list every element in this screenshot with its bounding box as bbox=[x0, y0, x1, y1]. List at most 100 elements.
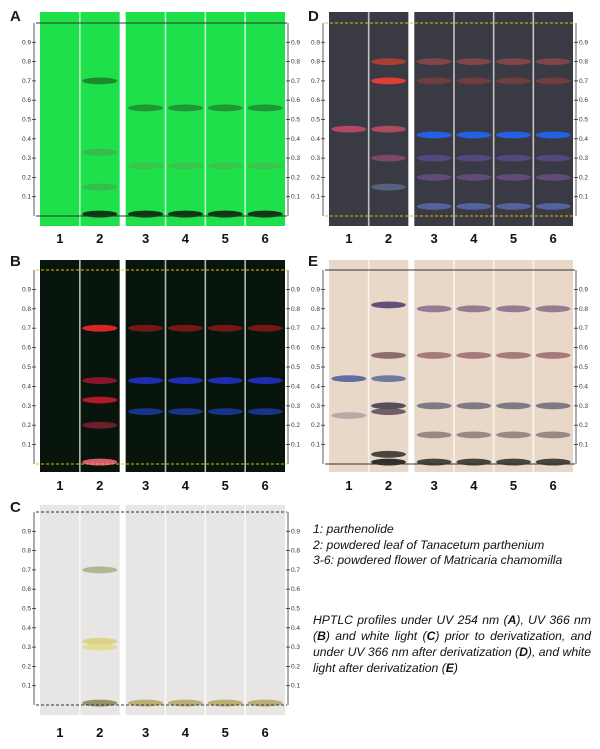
band-lane-3 bbox=[128, 324, 164, 332]
scale-tick-label: 0.5 bbox=[291, 606, 300, 613]
band-lane-2 bbox=[371, 375, 406, 383]
band-lane-4 bbox=[456, 154, 492, 162]
lane-label-6: 6 bbox=[261, 725, 268, 740]
caption-text: ) bbox=[453, 661, 458, 675]
scale-tick-label: 0.1 bbox=[22, 683, 31, 690]
scale-tick-label: 0.8 bbox=[311, 59, 320, 66]
band-lane-5 bbox=[496, 154, 531, 162]
scale-tick-label: 0.9 bbox=[291, 39, 300, 46]
band-lane-2 bbox=[82, 77, 118, 85]
band-lane-5 bbox=[207, 408, 243, 416]
scale-tick-label: 0.2 bbox=[291, 174, 300, 181]
band-lane-1 bbox=[331, 375, 367, 383]
band-lane-3 bbox=[416, 305, 452, 313]
band-lane-5 bbox=[207, 377, 243, 384]
lane-label-3: 3 bbox=[142, 725, 149, 740]
lane-labels: 1 2 3 4 5 6 bbox=[56, 725, 268, 740]
band-lane-4 bbox=[167, 324, 203, 332]
lane-label-6: 6 bbox=[550, 478, 557, 493]
scale-tick-label: 0.5 bbox=[22, 364, 31, 371]
band-lane-2 bbox=[82, 324, 118, 332]
caption-ref-a: A bbox=[507, 613, 517, 627]
scale-tick-label: 0.4 bbox=[579, 383, 588, 390]
scale-tick-label: 0.7 bbox=[291, 78, 300, 85]
band-lane-4 bbox=[456, 431, 492, 439]
rf-scale-right: 0.1 0.2 0.3 0.4 0.5 0.6 0.7 0.8 0.9 bbox=[286, 270, 300, 464]
band-lane-5 bbox=[496, 174, 531, 181]
caption-ref-c: C bbox=[426, 629, 436, 643]
band-lane-3 bbox=[416, 174, 452, 181]
lane-label-5: 5 bbox=[222, 231, 229, 246]
lane-label-5: 5 bbox=[510, 478, 517, 493]
rf-scale-right: 0.1 0.2 0.3 0.4 0.5 0.6 0.7 0.8 0.9 bbox=[286, 23, 300, 216]
band-lane-2 bbox=[82, 183, 118, 191]
lane-label-1: 1 bbox=[56, 478, 63, 493]
lane-label-2: 2 bbox=[96, 725, 103, 740]
plate-d: 0.10.20.30.40.50.60.70.80.90.10.20.30.40… bbox=[311, 12, 588, 246]
lane-label-4: 4 bbox=[470, 478, 478, 493]
scale-tick-label: 0.3 bbox=[22, 644, 31, 651]
scale-tick-label: 0.6 bbox=[311, 97, 320, 104]
band-lane-6 bbox=[535, 77, 571, 85]
scale-tick-label: 0.4 bbox=[291, 625, 300, 632]
scale-tick-label: 0.4 bbox=[311, 383, 320, 390]
scale-tick-label: 0.2 bbox=[291, 422, 300, 429]
band-lane-1 bbox=[331, 412, 367, 419]
band-lane-4 bbox=[456, 351, 492, 359]
scale-tick-label: 0.1 bbox=[579, 194, 588, 201]
lane-labels: 1 2 3 4 5 6 bbox=[56, 231, 268, 246]
lane-label-6: 6 bbox=[550, 231, 557, 246]
scale-tick-label: 0.2 bbox=[311, 174, 320, 181]
band-lane-3 bbox=[416, 154, 452, 162]
scale-tick-label: 0.9 bbox=[22, 528, 31, 535]
scale-tick-label: 0.8 bbox=[291, 306, 300, 313]
lane-label-2: 2 bbox=[96, 478, 103, 493]
panel-d: D 0.1 0.2 0.3 0.4 0.5 0.6 0.7 0.8 0.9 0.1 0.2 0.3 0.… bbox=[300, 0, 600, 250]
lane-label-2: 2 bbox=[385, 478, 392, 493]
band-lane-5 bbox=[207, 162, 243, 170]
scale-tick-label: 0.3 bbox=[291, 403, 300, 410]
caption-text: ), UV 366 nm ( bbox=[313, 613, 591, 643]
bands bbox=[331, 301, 571, 466]
caption-ref-d: D bbox=[519, 645, 528, 659]
legend-lane-1: 1: parthenolide bbox=[313, 522, 394, 536]
scale-tick-label: 0.1 bbox=[22, 194, 31, 201]
band-lane-2 bbox=[82, 148, 118, 156]
rf-scale-right: 0.1 0.2 0.3 0.4 0.5 0.6 0.7 0.8 0.9 bbox=[286, 512, 300, 705]
panel-letter-e: E bbox=[308, 253, 319, 270]
band-lane-6 bbox=[535, 174, 571, 181]
scale-tick-label: 0.5 bbox=[22, 117, 31, 124]
plate-e: 0.10.20.30.40.50.60.70.80.90.10.20.30.40… bbox=[311, 260, 588, 493]
scale-tick-label: 0.6 bbox=[22, 586, 31, 593]
scale-tick-label: 0.3 bbox=[311, 155, 320, 162]
plate-background bbox=[329, 12, 573, 226]
band-lane-2 bbox=[371, 183, 406, 191]
band-lane-3 bbox=[416, 351, 452, 359]
band-lane-2 bbox=[371, 301, 406, 309]
lane-legend: 1: parthenolide 2: powdered leaf of Tana… bbox=[313, 522, 591, 569]
bands bbox=[331, 58, 571, 210]
band-lane-3 bbox=[128, 377, 164, 384]
lane-label-1: 1 bbox=[56, 725, 63, 740]
panel-c: C 0.1 0.2 0.3 0.4 0.5 0.6 0.7 0.8 0.9 0.1 0.2 0.3 0.… bbox=[0, 495, 300, 749]
band-lane-2 bbox=[82, 637, 118, 645]
scale-tick-label: 0.5 bbox=[579, 117, 588, 124]
band-lane-6 bbox=[247, 104, 283, 112]
scale-tick-label: 0.1 bbox=[311, 194, 320, 201]
scale-tick-label: 0.2 bbox=[579, 422, 588, 429]
scale-tick-label: 0.4 bbox=[22, 625, 31, 632]
band-lane-4 bbox=[456, 77, 492, 85]
plate-background bbox=[40, 12, 285, 226]
scale-tick-label: 0.8 bbox=[579, 306, 588, 313]
lane-label-5: 5 bbox=[222, 478, 229, 493]
lane-label-6: 6 bbox=[261, 478, 268, 493]
band-lane-6 bbox=[535, 131, 571, 139]
scale-tick-label: 0.3 bbox=[22, 403, 31, 410]
band-lane-4 bbox=[167, 162, 203, 170]
scale-tick-label: 0.9 bbox=[579, 39, 588, 46]
lane-labels: 1 2 3 4 5 6 bbox=[345, 231, 557, 246]
band-lane-3 bbox=[416, 77, 452, 85]
rf-scale-left: 0.1 0.2 0.3 0.4 0.5 0.6 0.7 0.8 0.9 bbox=[22, 270, 36, 464]
scale-tick-label: 0.9 bbox=[291, 286, 300, 293]
scale-tick-label: 0.1 bbox=[291, 194, 300, 201]
